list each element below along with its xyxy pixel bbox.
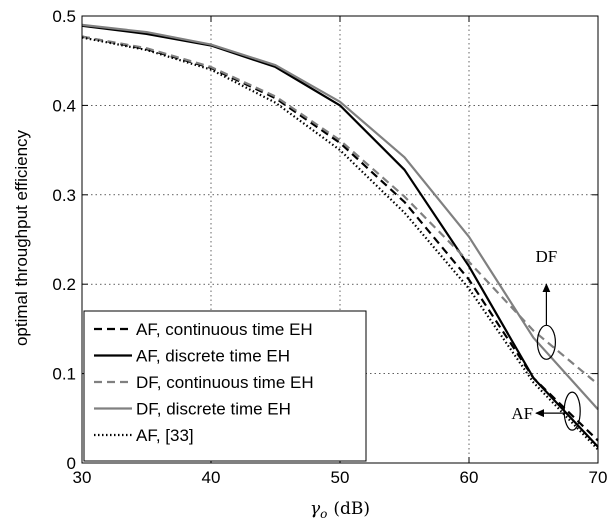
series-line-5 bbox=[81, 36, 599, 451]
legend-box bbox=[83, 310, 367, 462]
x-axis-label-subscript: o bbox=[320, 507, 327, 520]
series-line-3 bbox=[81, 35, 599, 386]
df-annotation-label: DF bbox=[536, 247, 558, 266]
y-tick-label: 0.5 bbox=[52, 7, 76, 26]
series-layer bbox=[81, 23, 599, 451]
y-tick-label: 0 bbox=[67, 454, 76, 473]
legend-label: AF, continuous time EH bbox=[136, 320, 313, 339]
legend-label: DF, continuous time EH bbox=[136, 373, 314, 392]
y-tick-label: 0.2 bbox=[52, 275, 76, 294]
legend: AF, continuous time EH AF, discrete time … bbox=[83, 310, 367, 462]
series-line-2 bbox=[81, 24, 599, 448]
x-axis-label-symbol: γ bbox=[310, 499, 321, 519]
legend-label: AF, [33] bbox=[136, 426, 194, 445]
annotation-layer: DF AF bbox=[511, 247, 581, 431]
y-tick-label: 0.1 bbox=[52, 365, 76, 384]
af-annotation-label: AF bbox=[511, 404, 533, 423]
x-tick-label: 30 bbox=[73, 468, 92, 487]
af-annotation-ellipse bbox=[563, 391, 581, 431]
x-tick-label: 40 bbox=[202, 468, 221, 487]
ticks: 30 40 50 60 70 0 0.1 0.2 0.3 0.4 0.5 bbox=[52, 7, 607, 487]
series-line-1 bbox=[81, 35, 599, 442]
y-tick-label: 0.4 bbox=[52, 96, 76, 115]
legend-label: DF, discrete time EH bbox=[136, 400, 291, 419]
x-axis-label-unit: (dB) bbox=[333, 499, 370, 519]
x-axis-label: γo (dB) bbox=[310, 499, 370, 520]
legend-label: AF, discrete time EH bbox=[136, 347, 290, 366]
x-tick-label: 70 bbox=[589, 468, 608, 487]
x-tick-label: 60 bbox=[460, 468, 479, 487]
series-line-4 bbox=[81, 23, 599, 411]
y-axis-label: optimal throughput efficiency bbox=[12, 129, 31, 346]
y-tick-label: 0.3 bbox=[52, 186, 76, 205]
x-tick-label: 50 bbox=[331, 468, 350, 487]
